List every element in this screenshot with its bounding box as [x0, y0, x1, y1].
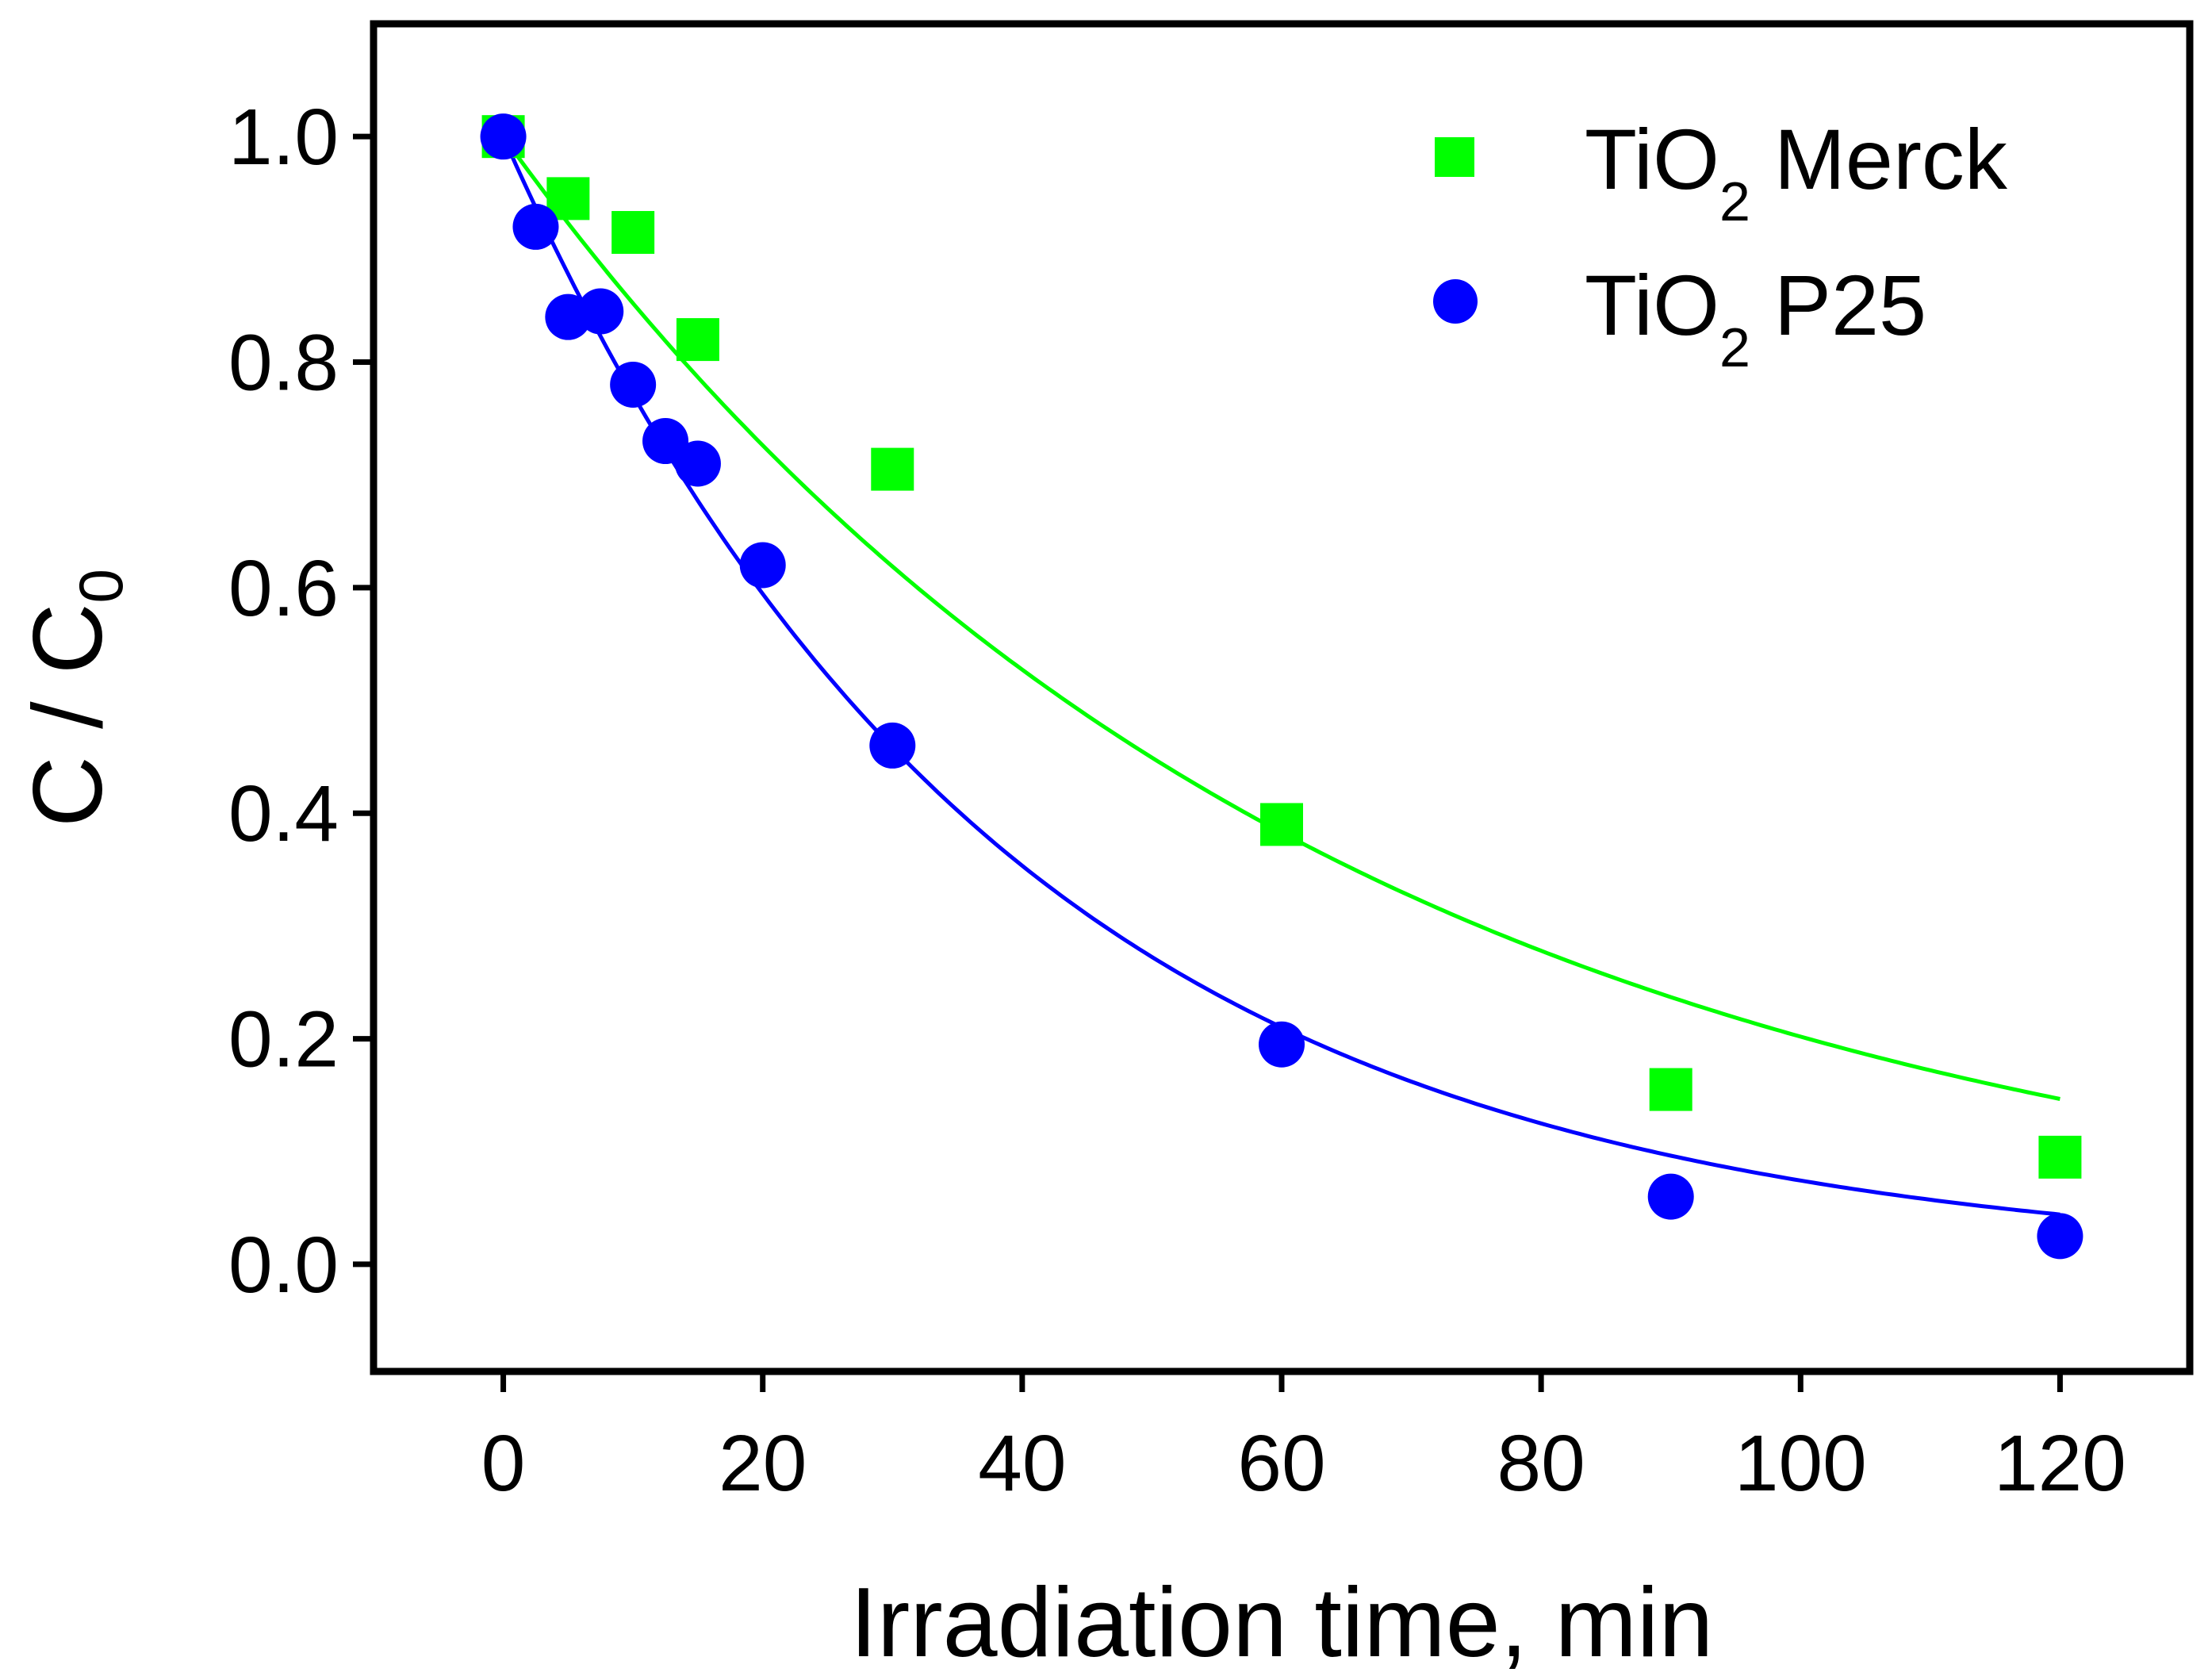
y-axis-title: C / C0 [13, 569, 136, 827]
p25-data-point [1647, 1173, 1694, 1220]
x-tick-label: 120 [1994, 1419, 2126, 1508]
legend-marker-merck [1435, 137, 1474, 177]
p25-data-point [610, 361, 657, 408]
merck-data-point [1649, 1068, 1692, 1111]
x-axis-ticks: 0 20 40 60 80 100 120 [481, 1371, 2126, 1508]
p25-data-point [674, 440, 721, 487]
legend-label-p25: TiO2 P25 [1585, 257, 1926, 378]
y-axis-title-subscript: 0 [66, 569, 136, 603]
x-tick-label: 0 [481, 1419, 526, 1508]
merck-data-point [676, 318, 719, 362]
merck-data-point [1260, 803, 1303, 846]
y-tick-label: 0.6 [228, 544, 339, 633]
merck-data-point [2038, 1135, 2082, 1179]
x-tick-label: 100 [1735, 1419, 1867, 1508]
p25-data-point [739, 542, 786, 589]
x-tick-label: 20 [719, 1419, 807, 1508]
p25-data-point [480, 113, 527, 160]
x-axis-title: Irradiation time, min [850, 1568, 1714, 1678]
y-tick-label: 0.4 [228, 769, 339, 858]
y-tick-label: 1.0 [228, 93, 339, 182]
data-points [480, 113, 2083, 1260]
p25-data-point [512, 203, 559, 250]
y-axis-title-main: C / C [13, 603, 123, 827]
legend-p25-post: P25 [1750, 257, 1926, 353]
p25-data-point [642, 418, 689, 465]
legend-merck-pre: TiO [1585, 111, 1719, 207]
legend-merck-sub: 2 [1719, 171, 1750, 232]
y-axis-ticks: 0.0 0.2 0.4 0.6 0.8 1.0 [228, 93, 374, 1310]
y-tick-label: 0.8 [228, 319, 339, 408]
x-tick-label: 40 [978, 1419, 1066, 1508]
legend-p25-sub: 2 [1719, 316, 1750, 378]
x-tick-label: 80 [1497, 1419, 1585, 1508]
p25-data-point [869, 722, 916, 769]
merck-data-point [871, 447, 914, 491]
merck-data-point [611, 211, 655, 255]
y-tick-label: 0.2 [228, 995, 339, 1084]
legend-marker-p25 [1433, 279, 1478, 324]
p25-data-point [577, 288, 624, 335]
p25-data-point [2037, 1213, 2083, 1260]
legend: TiO2 Merck TiO2 P25 [1433, 111, 2008, 378]
legend-label-merck: TiO2 Merck [1585, 111, 2008, 232]
legend-p25-pre: TiO [1585, 257, 1719, 353]
x-tick-label: 60 [1237, 1419, 1325, 1508]
y-tick-label: 0.0 [228, 1221, 339, 1310]
legend-merck-post: Merck [1750, 111, 2008, 207]
p25-data-point [1259, 1021, 1305, 1068]
